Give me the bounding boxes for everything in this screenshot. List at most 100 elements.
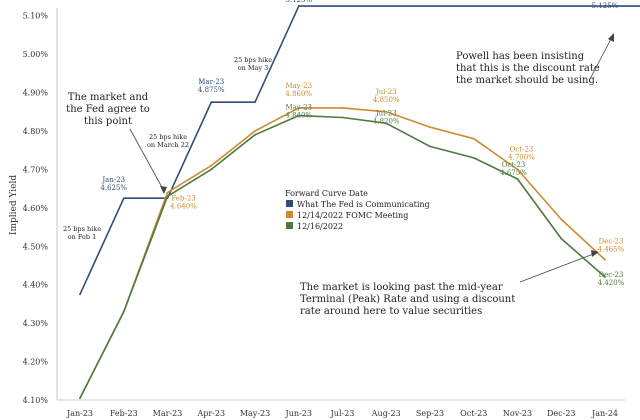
data-point (210, 101, 213, 104)
x-tick-label: Jan-24 (591, 409, 618, 418)
annotation-powell: Powell has been insisting that this is t… (456, 33, 614, 86)
x-tick-label: Feb-23 (110, 409, 138, 418)
data-point (604, 276, 606, 278)
legend-swatch-fed (286, 200, 293, 207)
point-label: 4.640% (170, 202, 197, 210)
annotation-hike-may-line2: on May 3 (238, 64, 269, 72)
data-point (166, 191, 169, 194)
legend-swatch-fomc (286, 211, 293, 218)
legend-label-1216: 12/16/2022 (297, 222, 343, 231)
x-tick-label: Jan-23 (66, 409, 93, 418)
point-label: Oct-23 (510, 145, 534, 153)
point-label: 4.465% (598, 246, 625, 254)
data-point (166, 195, 169, 198)
y-tick-label: 4.60% (23, 204, 49, 213)
data-point (560, 237, 563, 240)
annotation-market-line2: Terminal (Peak) Rate and using a discoun… (300, 294, 515, 305)
series-lines (79, 5, 640, 399)
point-label: May-23 (285, 82, 312, 90)
annotation-hike-march: 25 bps hike on March 22 (147, 133, 189, 149)
annotation-powell-line1: Powell has been insisting (456, 51, 585, 62)
data-point (254, 130, 256, 132)
annotation-powell-line3: the market should be using. (456, 75, 598, 86)
data-point (297, 5, 300, 7)
y-tick-label: 4.40% (23, 281, 49, 290)
point-label: Mar-23 (198, 78, 224, 86)
data-point (472, 156, 475, 159)
data-point (385, 110, 388, 113)
point-label: 4.700% (508, 153, 535, 161)
annotation-market-arrow (519, 252, 597, 283)
point-label: Jan-23 (101, 176, 125, 184)
series-line-fed-communicating-line (79, 5, 640, 295)
annotation-agree-arrowhead (160, 186, 167, 194)
data-point (210, 164, 213, 167)
legend-label-fed: What The Fed is Communicating (297, 200, 430, 209)
annotation-hike-feb-line2: on Feb 1 (68, 233, 97, 241)
data-point (79, 397, 81, 399)
point-labels: Jan-234.625% Mar-234.875% May-23 5.125% Dec-… (100, 0, 624, 287)
annotation-hike-may: 25 bps hike on May 3 (234, 56, 272, 72)
data-point (560, 218, 563, 221)
annotation-hike-feb: 25 bps hike on Feb 1 (63, 225, 101, 241)
point-label: Dec-23 (599, 271, 624, 279)
data-point (341, 107, 344, 109)
point-label: Jul-23 (375, 109, 397, 117)
point-label: 4.625% (100, 184, 127, 192)
annotation-agree-arrow (129, 128, 165, 192)
point-label: Oct-23 (502, 161, 526, 169)
data-point (516, 168, 519, 171)
point-label: Dec-23 (599, 238, 624, 246)
annotation-powell-arrowhead (608, 33, 614, 42)
annotation-powell-arrow (589, 36, 613, 80)
data-point (516, 178, 519, 180)
annotation-hike-may-line1: 25 bps hike (234, 56, 272, 64)
point-label: 4.675% (500, 169, 527, 177)
legend: Forward Curve Date What The Fed is Commu… (285, 189, 430, 231)
annotation-agree-line1: The market and (68, 92, 149, 103)
y-tick-label: 4.80% (23, 127, 49, 136)
x-tick-labels: Jan-23 Feb-23 Mar-23 Apr-23 May-23 Jun-23 Jul-… (66, 409, 618, 418)
x-tick-label: Sep-23 (416, 409, 444, 418)
data-point (385, 122, 388, 125)
data-point (341, 116, 344, 119)
data-point (429, 126, 431, 129)
y-tick-label: 4.50% (23, 242, 49, 251)
point-label: 4.860% (285, 90, 312, 98)
x-tick-label: Mar-23 (153, 409, 183, 418)
point-label: 5.125% (592, 2, 619, 10)
annotation-market-line3: rate around here to value securities (300, 306, 482, 317)
annotation-agree-line2: the Fed agree to (66, 104, 150, 115)
y-tick-label: 5.00% (23, 50, 49, 59)
y-tick-label: 4.70% (23, 165, 49, 174)
annotation-market-line1: The market is looking past the mid-year (300, 282, 503, 293)
point-label: 4.850% (373, 96, 400, 104)
point-label: 4.875% (198, 86, 225, 94)
annotation-agree: The market and the Fed agree to this poi… (66, 92, 167, 194)
annotation-market-arrowhead (591, 250, 599, 257)
point-label: Feb-23 (171, 194, 195, 202)
x-tick-label: Dec-23 (547, 409, 576, 418)
point-label: May-23 (285, 104, 312, 112)
annotation-agree-line3: this point (84, 116, 132, 127)
annotation-powell-line2: that this is the discount rate (456, 63, 600, 74)
data-point (122, 197, 125, 200)
y-tick-label: 5.10% (23, 12, 49, 21)
legend-title: Forward Curve Date (285, 189, 368, 198)
point-label: 4.420% (598, 279, 625, 287)
annotation-market: The market is looking past the mid-year … (300, 250, 599, 317)
data-point (429, 145, 431, 148)
point-label: 5.125% (285, 0, 312, 4)
x-tick-label: May-23 (240, 409, 270, 418)
data-point (297, 107, 300, 109)
point-label: Jul-23 (375, 88, 397, 96)
data-point (122, 310, 125, 313)
y-tick-label: 4.10% (23, 396, 49, 405)
annotation-hike-march-line1: 25 bps hike (149, 133, 187, 141)
annotation-hike-march-line2: on March 22 (147, 141, 189, 149)
data-point (79, 293, 81, 296)
data-point (472, 137, 475, 140)
x-tick-label: Jun-23 (285, 409, 312, 418)
x-tick-label: Aug-23 (371, 409, 401, 418)
